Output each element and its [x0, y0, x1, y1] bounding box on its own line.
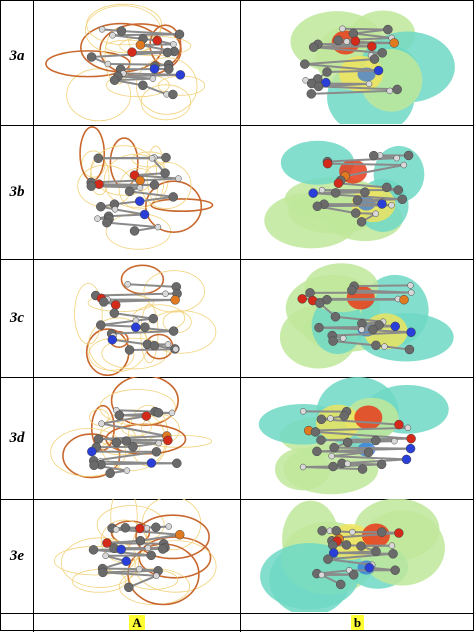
contour-map-3d [33, 377, 239, 498]
row-label-3b: 3b [1, 184, 33, 201]
column-label-b: b [241, 615, 474, 631]
esp-surface-3e [240, 499, 473, 612]
esp-surface-3b [240, 125, 473, 258]
contour-map-3b [33, 125, 239, 258]
esp-surface-3c [240, 259, 473, 376]
row-divider [1, 613, 474, 614]
row-label-3e: 3e [1, 548, 33, 565]
contour-map-3c [33, 259, 239, 376]
row-label-3c: 3c [1, 310, 33, 327]
esp-surface-3a [240, 1, 473, 124]
row-label-3d: 3d [1, 430, 33, 447]
contour-map-3e [33, 499, 239, 612]
column-label-a: A [34, 615, 240, 631]
contour-map-3a [33, 1, 239, 124]
row-label-3a: 3a [1, 48, 33, 65]
esp-surface-3d [240, 377, 473, 498]
